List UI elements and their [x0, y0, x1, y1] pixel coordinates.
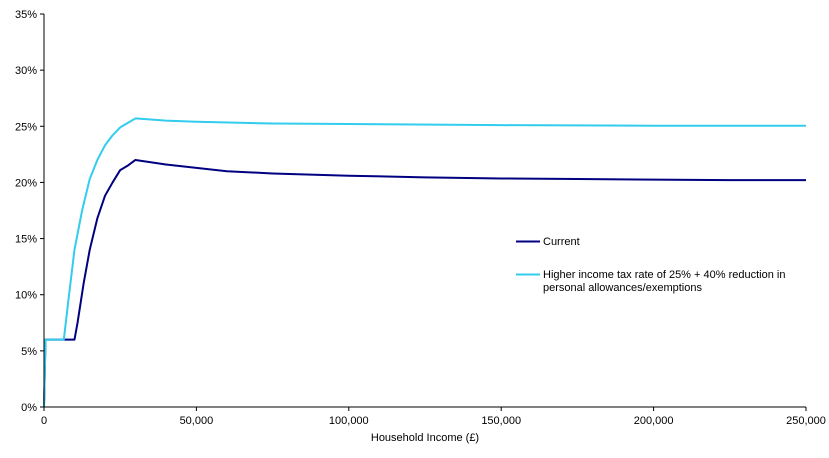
x-tick-label: 250,000 — [786, 415, 826, 427]
axes — [43, 14, 806, 408]
legend-label-1: Higher income tax rate of 25% + 40% redu… — [543, 269, 785, 294]
y-tick-label: 20% — [15, 177, 37, 189]
y-tick-label: 25% — [15, 121, 37, 133]
x-tick-label: 50,000 — [180, 415, 214, 427]
y-tick-label: 30% — [15, 65, 37, 77]
x-tick-label: 150,000 — [481, 415, 521, 427]
y-tick-label: 5% — [21, 346, 37, 358]
y-tick-label: 0% — [21, 402, 37, 414]
plot-lines — [43, 117, 806, 408]
legend: Current Higher income tax rate of 25% + 4… — [516, 236, 785, 294]
x-tick-label: 100,000 — [329, 415, 369, 427]
x-tick-label: 0 — [41, 415, 47, 427]
x-axis-title: Household Income (£) — [371, 432, 479, 444]
y-tick-label: 15% — [15, 234, 37, 246]
series-line-1 — [43, 117, 806, 408]
x-tick-label: 200,000 — [634, 415, 674, 427]
series-line-0 — [43, 158, 806, 408]
x-ticks: 0 50,000 100,000 150,000 200,000 250,000 — [41, 407, 826, 427]
y-tick-label: 10% — [15, 290, 37, 302]
y-ticks: 0% 5% 10% 15% 20% 25% 30% 35% — [15, 9, 44, 414]
legend-label-0: Current — [543, 236, 580, 248]
y-tick-label: 35% — [15, 9, 37, 21]
